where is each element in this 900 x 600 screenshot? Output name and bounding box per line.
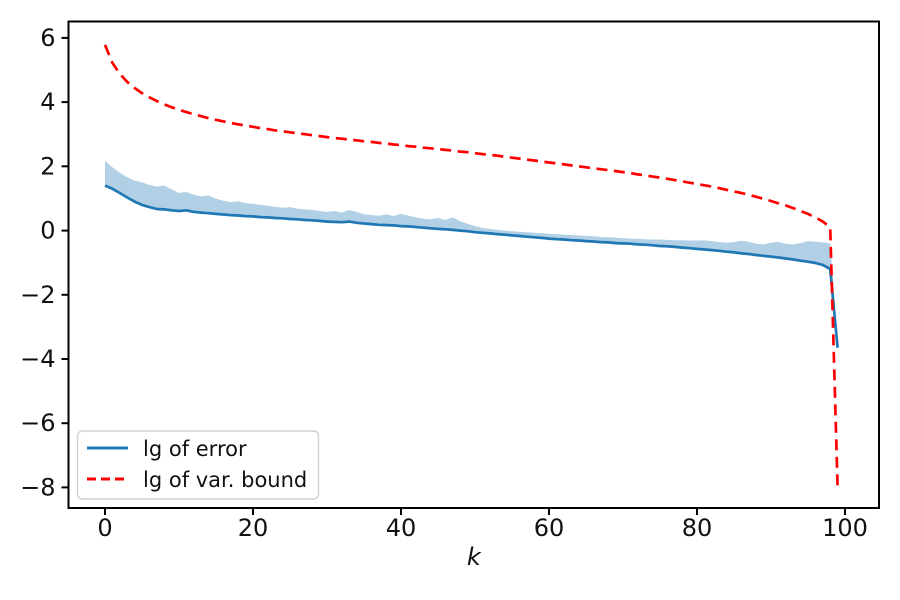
legend-label-error: lg of error (143, 437, 247, 461)
x-tick-label: 60 (534, 514, 565, 542)
x-tick-label: 100 (822, 514, 868, 542)
y-tick-label: −2 (20, 281, 55, 309)
y-tick-label: −4 (20, 345, 55, 373)
legend-box (76, 430, 320, 500)
y-ticks: 6 4 2 0 −2 −4 −6 −8 (20, 24, 69, 501)
x-tick-label: 20 (238, 514, 269, 542)
y-tick-label: −6 (20, 409, 55, 437)
x-ticks: 0 20 40 60 80 100 (97, 508, 868, 542)
legend: lg of error lg of var. bound (76, 430, 320, 500)
legend-label-var-bound: lg of var. bound (143, 468, 307, 492)
error-line (104, 184, 839, 348)
x-axis-label: k (467, 543, 482, 571)
y-tick-label: 2 (40, 152, 55, 180)
x-tick-label: 40 (386, 514, 417, 542)
x-tick-label: 0 (97, 514, 112, 542)
x-tick-label: 80 (682, 514, 713, 542)
y-tick-label: 0 (40, 217, 55, 245)
y-tick-label: 6 (40, 24, 55, 52)
axes-frame (67, 20, 880, 509)
y-tick-label: 4 (40, 88, 55, 116)
error-band (105, 160, 838, 348)
y-tick-label: −8 (20, 473, 55, 501)
